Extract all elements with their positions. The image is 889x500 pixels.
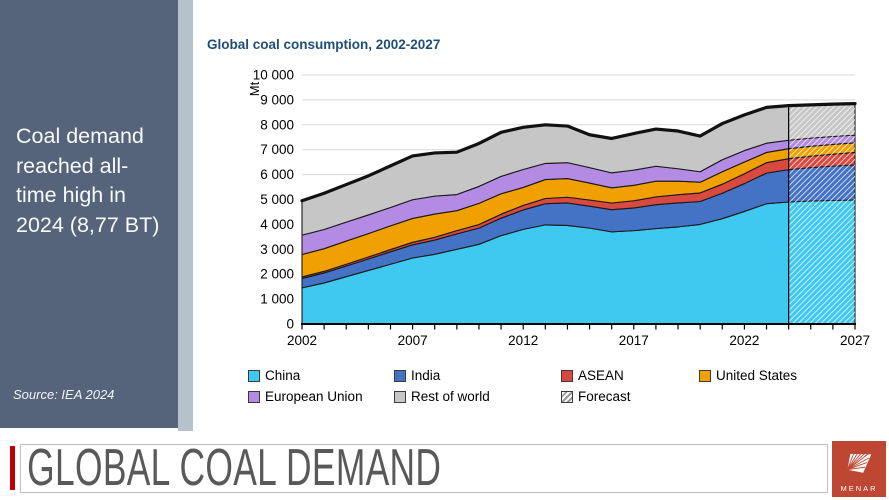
y-tick-label: 2 000	[260, 267, 294, 282]
y-tick-label: 5 000	[260, 192, 294, 207]
y-axis-unit-label: Mt	[247, 81, 262, 96]
legend-label: Forecast	[578, 389, 631, 404]
y-tick-label: 6 000	[260, 167, 294, 182]
footer-accent-bar	[10, 446, 15, 490]
y-tick-label: 8 000	[260, 117, 294, 132]
menar-logo-text: MENAR	[840, 484, 878, 493]
legend-item-forecast: Forecast	[561, 389, 699, 404]
chart-legend: China India ASEAN United States European Uni…	[248, 368, 873, 404]
legend-item-china: China	[248, 368, 394, 383]
x-tick-label: 2022	[729, 333, 759, 348]
x-tick-label: 2007	[398, 333, 428, 348]
legend-swatch	[699, 369, 711, 382]
y-tick-label: 9 000	[260, 92, 294, 107]
x-tick-label: 2017	[619, 333, 649, 348]
x-tick-label: 2012	[508, 333, 538, 348]
legend-swatch	[248, 369, 260, 382]
legend-label: Rest of world	[411, 389, 490, 404]
y-tick-label: 4 000	[260, 217, 294, 232]
sidebar-accent-strip	[178, 0, 193, 431]
legend-item-united-states: United States	[699, 368, 873, 383]
legend-item-india: India	[394, 368, 561, 383]
legend-swatch	[561, 390, 573, 403]
sidebar-headline: Coal demand reached all-time high in 202…	[16, 124, 160, 237]
forecast-hatch-overlay	[788, 103, 855, 324]
legend-item-european-union: European Union	[248, 389, 394, 404]
menar-logo-icon	[846, 453, 872, 473]
y-tick-label: 10 000	[253, 68, 294, 83]
legend-label: ASEAN	[578, 368, 624, 383]
total-demand-line	[300, 102, 857, 203]
footer-title: GLOBAL COAL DEMAND	[27, 444, 442, 493]
y-tick-label: 1 000	[260, 292, 294, 307]
coal-consumption-chart: 0 1 000 2 000 3 000 4 000 5 000 6 000 7 000 8 00…	[247, 68, 870, 349]
source-note: Source: IEA 2024	[13, 387, 115, 402]
y-tick-label: 3 000	[260, 242, 294, 257]
legend-swatch	[394, 390, 406, 403]
footer-title-box: GLOBAL COAL DEMAND	[20, 444, 828, 493]
legend-swatch	[561, 369, 573, 382]
legend-swatch	[394, 369, 406, 382]
x-tick-label: 2002	[287, 333, 317, 348]
legend-label: European Union	[265, 389, 363, 404]
sidebar: Coal demand reached all-time high in 202…	[0, 0, 178, 428]
x-tick-label: 2027	[840, 333, 870, 348]
y-tick-label: 0	[286, 317, 294, 332]
legend-swatch	[248, 390, 260, 403]
y-tick-label: 7 000	[260, 142, 294, 157]
menar-logo: MENAR	[832, 441, 886, 497]
chart-title: Global coal consumption, 2002-2027	[207, 37, 441, 52]
legend-label: India	[411, 368, 441, 383]
legend-label: China	[265, 368, 301, 383]
legend-label: United States	[716, 368, 798, 383]
legend-item-asean: ASEAN	[561, 368, 699, 383]
legend-item-rest-of-world: Rest of world	[394, 389, 561, 404]
